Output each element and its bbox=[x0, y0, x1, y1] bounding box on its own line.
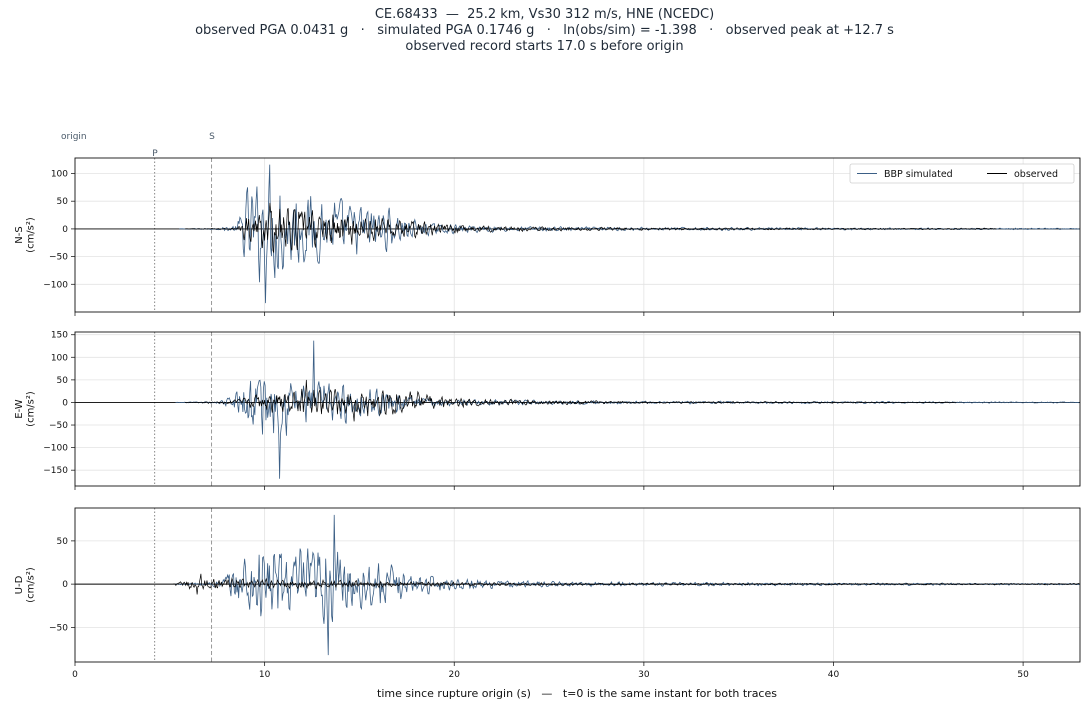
y-tick-label: 100 bbox=[51, 353, 68, 363]
simulated-trace bbox=[175, 340, 1080, 479]
x-tick-label: 50 bbox=[1017, 670, 1029, 680]
title-line-1: CE.68433 — 25.2 km, Vs30 312 m/s, HNE (N… bbox=[374, 7, 715, 22]
observed-trace bbox=[184, 379, 957, 422]
y-tick-label: 100 bbox=[51, 170, 68, 180]
panel-3: 0 10 20 30 40 50 −50 0 50 U-D(cm/s²) bbox=[14, 507, 1081, 680]
y-tick-label: −150 bbox=[43, 466, 68, 476]
x-tick-label: 40 bbox=[828, 670, 840, 680]
x-tick-label: 30 bbox=[638, 670, 650, 680]
y-tick-label: −50 bbox=[49, 623, 68, 633]
legend-box bbox=[849, 163, 1075, 184]
y-tick-label: 150 bbox=[51, 331, 68, 341]
y-tick-label: −100 bbox=[43, 444, 68, 454]
panel-1: −100 −50 0 50 100 N-S(cm/s²) BBP simulated obse… bbox=[14, 157, 1081, 316]
title-line-3: observed record starts 17.0 s before ori… bbox=[405, 39, 684, 54]
observed-trace bbox=[173, 573, 1080, 595]
y-tick-label: −50 bbox=[49, 421, 68, 431]
s-wave-label: S bbox=[209, 132, 215, 142]
x-tick-label: 0 bbox=[72, 670, 78, 680]
y-tick-label: 0 bbox=[62, 398, 68, 408]
chart-title: CE.68433 — 25.2 km, Vs30 312 m/s, HNE (N… bbox=[0, 7, 1089, 55]
panel-frame bbox=[74, 507, 1081, 663]
title-line-2: observed PGA 0.0431 g · simulated PGA 0.… bbox=[195, 23, 894, 38]
y-tick-label: −50 bbox=[49, 253, 68, 263]
panel-frame bbox=[74, 331, 1081, 487]
x-axis-label: time since rupture origin (s) — t=0 is t… bbox=[377, 687, 777, 700]
x-tick-label: 20 bbox=[449, 670, 461, 680]
observed-trace bbox=[184, 202, 997, 254]
y-tick-label: 50 bbox=[57, 376, 69, 386]
x-tick-label: 10 bbox=[259, 670, 271, 680]
legend-label: observed bbox=[1014, 169, 1058, 180]
origin-label: origin bbox=[61, 132, 87, 142]
legend: BBP simulated observed bbox=[849, 163, 1075, 184]
y-axis-label: E-W(cm/s²) bbox=[14, 391, 37, 427]
y-tick-label: 50 bbox=[57, 197, 69, 207]
legend-label: BBP simulated bbox=[884, 169, 953, 180]
y-tick-label: 0 bbox=[62, 580, 68, 590]
y-axis-label: N-S(cm/s²) bbox=[14, 217, 37, 253]
y-axis-label: U-D(cm/s²) bbox=[14, 567, 37, 603]
y-tick-label: 50 bbox=[57, 537, 69, 547]
y-tick-label: −100 bbox=[43, 280, 68, 290]
panel-frame bbox=[74, 157, 1081, 313]
y-tick-label: 0 bbox=[62, 225, 68, 235]
panel-2: −150 −100 −50 0 50 100 150 E-W(cm/s²) bbox=[14, 331, 1081, 490]
p-wave-label: P bbox=[152, 149, 158, 159]
